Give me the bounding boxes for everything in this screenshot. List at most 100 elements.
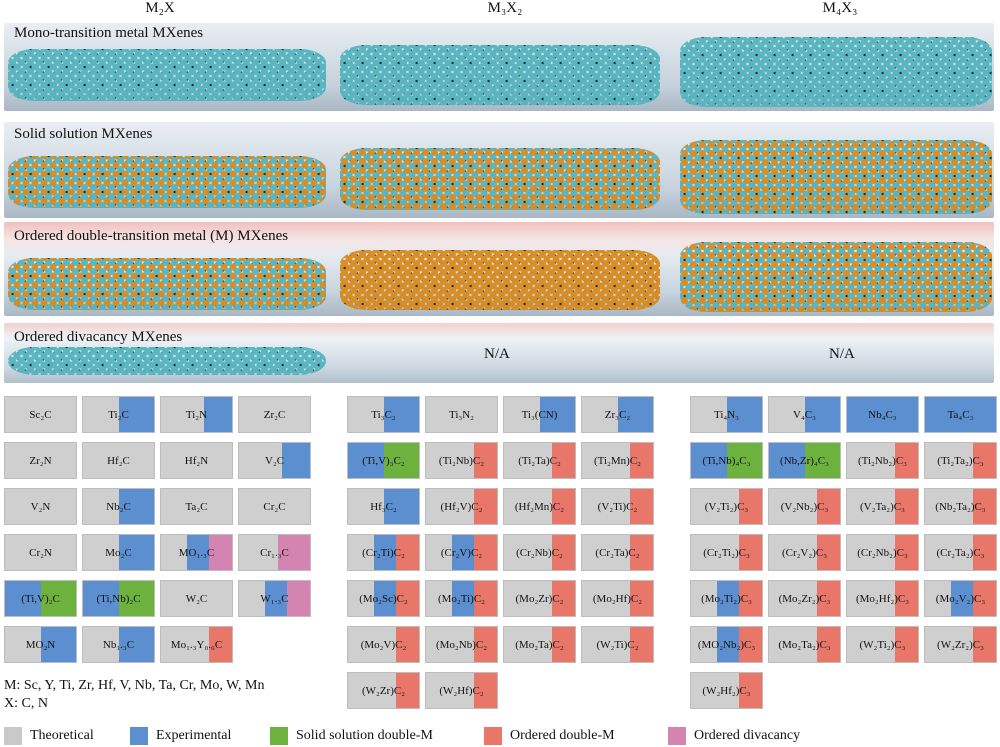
note-x-elements: X: C, N	[4, 696, 48, 711]
status-fill-solid-solution	[118, 581, 154, 616]
compound-label: Ta₂C	[185, 500, 208, 513]
structure-m2x-mono	[8, 49, 326, 101]
compound-cell: Ti₂N	[160, 396, 233, 433]
status-fill-ordered-double	[208, 627, 232, 662]
compound-label: Nb₁.₃C	[102, 638, 135, 651]
status-fill-ordered-double	[816, 627, 840, 662]
status-fill-experimental	[118, 397, 154, 432]
compound-cell: (Ti₂Mn)C₂	[581, 442, 654, 479]
legend-item-experimental: Experimental	[130, 727, 231, 745]
compound-cell: Hf₃C₂	[347, 488, 420, 525]
structure-band-mono	[4, 23, 994, 111]
compound-cell: (MO₂Nb₂)C₃	[690, 626, 763, 663]
compound-cell: Hf₂C	[82, 442, 155, 479]
compound-cell: (Nb,Zr)₄C₃	[768, 442, 841, 479]
status-fill-ordered-double	[629, 627, 653, 662]
compound-label: (Ti,V)₂C	[21, 592, 60, 605]
status-fill-ordered-double	[894, 443, 918, 478]
status-fill-experimental	[374, 581, 396, 616]
status-fill-ordered-divacancy	[286, 581, 310, 616]
compound-cell: (Mo₂Ta₂)C₃	[768, 626, 841, 663]
status-fill-experimental	[617, 397, 653, 432]
compound-label: Cr₂C	[263, 500, 286, 513]
compound-cell: (W₂Hf)C₂	[425, 672, 498, 709]
status-fill-ordered-double	[395, 627, 419, 662]
compound-label: (Ti₂Nb)C₂	[438, 454, 485, 467]
compound-cell: (W₂Zr)C₂	[347, 672, 420, 709]
compound-cell: (Cr₂Ti)C₂	[347, 534, 420, 571]
status-fill-ordered-double	[551, 489, 575, 524]
compound-label: (V₂Ta₂)C₃	[860, 500, 905, 513]
row-title-mono: Mono-transition metal MXenes	[14, 25, 204, 41]
compound-label: (Cr₂V₂)C₃	[781, 546, 828, 559]
status-fill-ordered-double	[629, 535, 653, 570]
compound-cell: Ti₄N₃	[690, 396, 763, 433]
legend-label-experimental: Experimental	[156, 728, 232, 743]
compound-cell: Nb₁.₃C	[82, 626, 155, 663]
compound-cell: (Mo₂Hf)C₂	[581, 580, 654, 617]
legend-label-ordered-divacancy: Ordered divacancy	[694, 728, 801, 743]
compound-cell: (V₂Ta₂)C₃	[846, 488, 919, 525]
compound-label: Hf₂N	[184, 454, 209, 467]
compound-label: Sc₂C	[29, 408, 52, 421]
compound-label: (Ti₂Mn)C₂	[593, 454, 641, 467]
compound-cell: Ti₃(CN)	[503, 396, 576, 433]
compound-label: (Mo₂Ti₂)C₃	[701, 592, 752, 605]
legend-item-ordered-divacancy: Ordered divacancy	[668, 727, 800, 745]
status-fill-ordered-divacancy	[278, 535, 310, 570]
compound-cell: (W₂Hf₂)C₃	[690, 672, 763, 709]
compound-label: (Ti,Nb)₂C	[96, 592, 141, 605]
status-fill-experimental	[452, 535, 474, 570]
compound-cell: (Cr₂Nb)C₂	[503, 534, 576, 571]
status-fill-ordered-double	[395, 581, 419, 616]
status-fill-experimental	[769, 443, 805, 478]
status-fill-ordered-double	[972, 581, 996, 616]
compound-cell: (Hf₂V)C₂	[425, 488, 498, 525]
compound-label: W₁.₃C	[260, 592, 289, 605]
column-header-m2x: M₂X	[145, 0, 175, 16]
status-fill-experimental	[804, 397, 840, 432]
compound-cell: (Cr₂Ta₂)C₃	[924, 534, 997, 571]
status-fill-experimental	[5, 581, 41, 616]
compound-cell: Mo₂C	[82, 534, 155, 571]
status-fill-ordered-double	[473, 489, 497, 524]
status-fill-ordered-double	[629, 581, 653, 616]
compound-cell: Cr₂C	[238, 488, 311, 525]
structure-m2x-divacancy	[8, 347, 326, 375]
status-fill-experimental	[383, 397, 419, 432]
status-fill-experimental	[717, 581, 739, 616]
compound-label: (Ti,Nb)₄C₃	[702, 454, 751, 467]
status-fill-experimental	[265, 581, 287, 616]
compound-cell: (Cr₂Nb₂)C₃	[846, 534, 919, 571]
compound-cell: MO₁.₃C	[160, 534, 233, 571]
status-fill-experimental	[40, 627, 76, 662]
compound-label: (V₂Ti₂)C₃	[704, 500, 749, 513]
compound-label: V₂N	[30, 500, 51, 513]
status-fill-experimental	[925, 397, 996, 432]
status-fill-experimental	[187, 535, 209, 570]
compound-cell: (Cr₂V)C₂	[425, 534, 498, 571]
compound-cell: V₂N	[4, 488, 77, 525]
status-fill-experimental	[118, 535, 154, 570]
compound-label: (Cr₂Ta₂)C₃	[936, 546, 985, 559]
legend-item-ordered-double: Ordered double-M	[484, 727, 615, 745]
compound-cell: (V₂Ti₂)C₃	[690, 488, 763, 525]
legend-item-solid-solution: Solid solution double-M	[270, 727, 433, 745]
structure-m3x2-solid-solution	[340, 148, 660, 210]
compound-label: Cr₂N	[29, 546, 52, 559]
status-fill-experimental	[452, 581, 474, 616]
status-fill-ordered-double	[972, 627, 996, 662]
legend-swatch-theoretical	[4, 727, 22, 745]
compound-label: (Mo₂Ti)C₂	[437, 592, 485, 605]
status-fill-experimental	[203, 397, 232, 432]
compound-label: Hf₂C	[107, 454, 130, 467]
compound-cell: (Mo₂Ta)C₂	[503, 626, 576, 663]
compound-cell: Ta₂C	[160, 488, 233, 525]
legend-label-ordered-double: Ordered double-M	[510, 728, 615, 743]
status-fill-solid-solution	[383, 443, 419, 478]
compound-label: Ti₂N	[185, 408, 208, 421]
compound-cell: Hf₂N	[160, 442, 233, 479]
structure-band-ordered-double	[4, 222, 994, 316]
compound-label: Mo₁.₃Y₀.₆C	[170, 638, 223, 651]
compound-cell: V₄C₃	[768, 396, 841, 433]
